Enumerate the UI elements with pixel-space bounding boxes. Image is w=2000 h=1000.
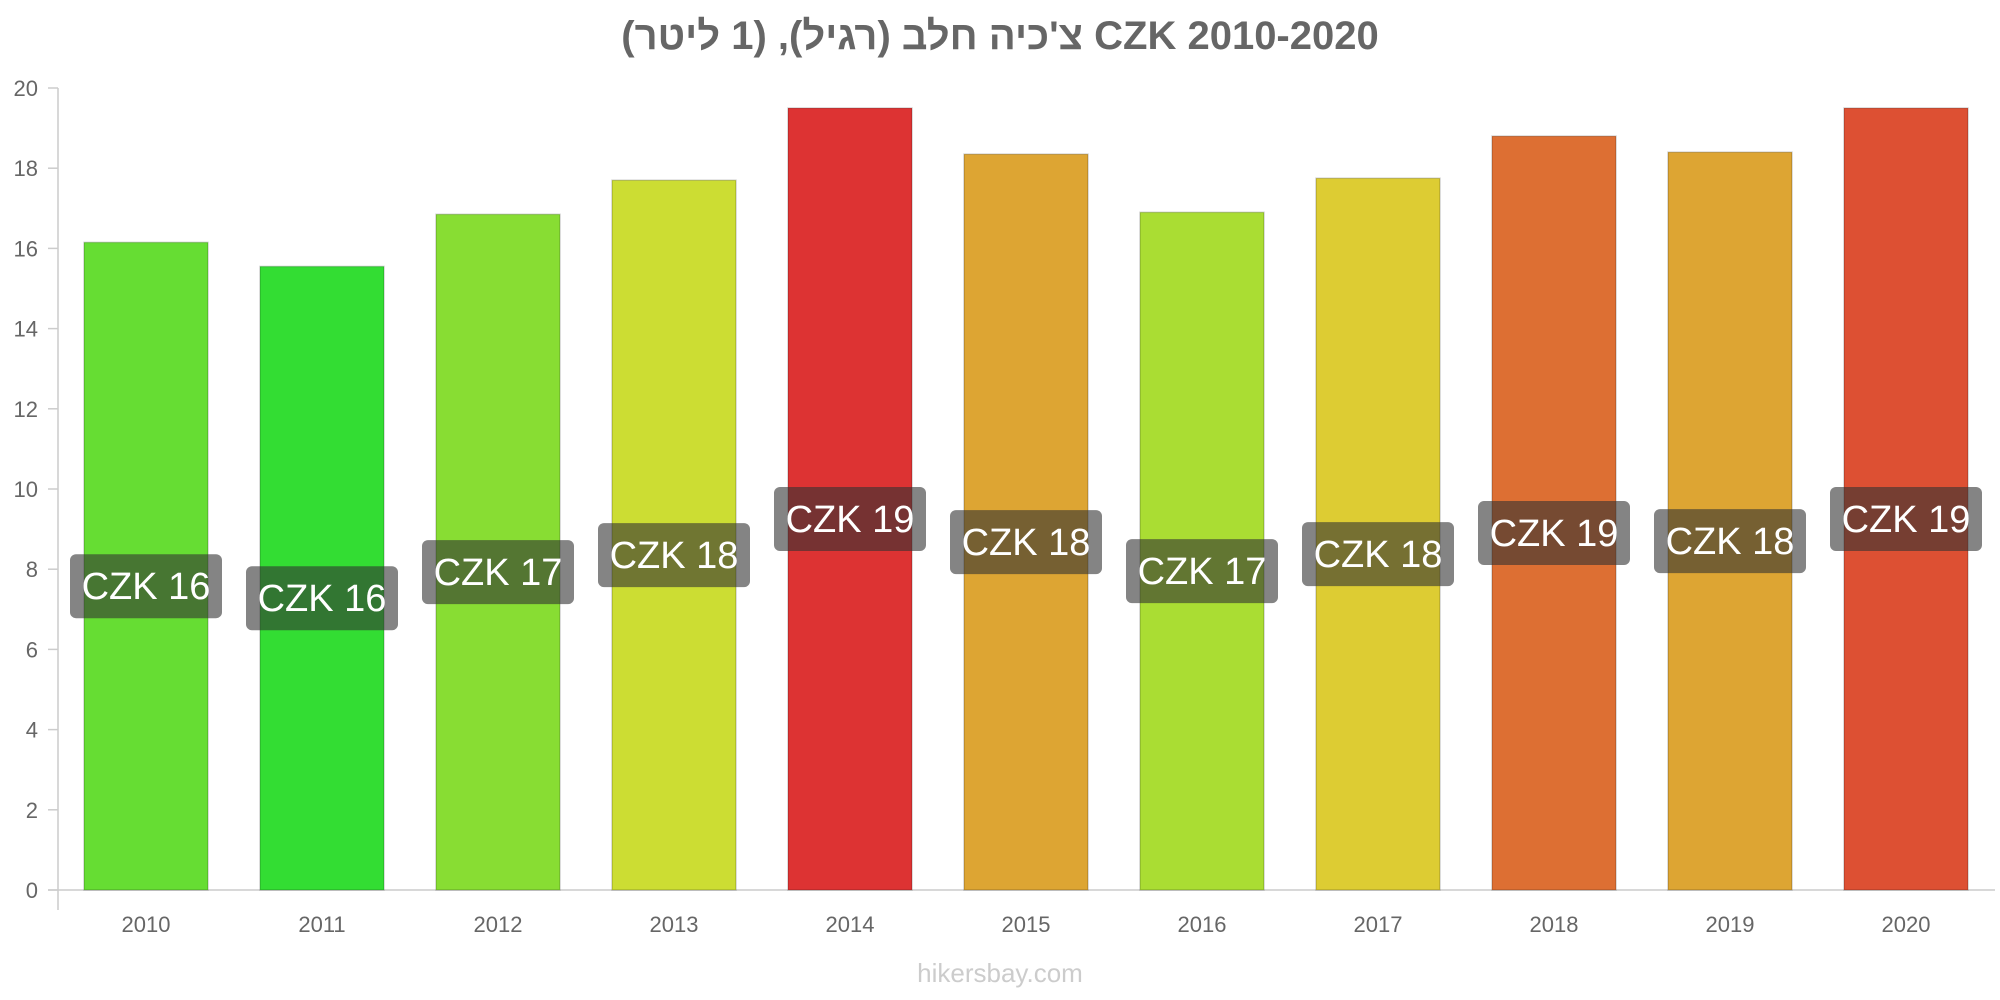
y-tick-label: 14: [14, 317, 38, 342]
x-tick-label: 2018: [1530, 912, 1579, 937]
y-tick-label: 18: [14, 156, 38, 181]
x-tick-label: 2010: [122, 912, 171, 937]
x-tick-label: 2014: [826, 912, 875, 937]
x-tick-label: 2020: [1882, 912, 1931, 937]
data-label-badge: [950, 510, 1102, 575]
data-label: CZK 19: [786, 499, 915, 541]
data-label: CZK 17: [434, 552, 563, 594]
y-tick-label: 2: [26, 798, 38, 823]
x-tick-label: 2013: [650, 912, 699, 937]
data-label: CZK 16: [82, 566, 211, 608]
data-label-badge: [598, 523, 750, 588]
y-tick-label: 20: [14, 76, 38, 101]
x-tick-label: 2011: [298, 912, 345, 937]
y-tick-label: 8: [26, 557, 38, 582]
data-label-badge: [70, 554, 222, 619]
data-label: CZK 19: [1842, 499, 1971, 541]
watermark: hikersbay.com: [917, 958, 1083, 988]
data-label-badge: [1126, 539, 1278, 604]
x-tick-label: 2012: [474, 912, 523, 937]
x-tick-label: 2019: [1706, 912, 1755, 937]
data-label: CZK 16: [258, 578, 387, 620]
data-label: CZK 18: [1314, 534, 1443, 576]
data-label-badge: [1830, 487, 1982, 552]
data-label-badge: [1302, 522, 1454, 587]
data-label-badge: [246, 566, 398, 631]
chart-title: צ'כיה חלב (רגיל), (1 ליטר) CZK 2010-2020: [621, 14, 1379, 58]
x-tick-label: 2015: [1002, 912, 1051, 937]
data-label-badge: [1654, 509, 1806, 574]
data-label: CZK 18: [962, 522, 1091, 564]
x-tick-label: 2017: [1354, 912, 1403, 937]
data-label: CZK 19: [1490, 513, 1619, 555]
y-tick-label: 16: [14, 236, 38, 261]
data-label-badge: [1478, 501, 1630, 566]
data-label: CZK 18: [610, 535, 739, 577]
data-label: CZK 18: [1666, 521, 1795, 563]
data-label-badge: [422, 540, 574, 605]
data-label: CZK 17: [1138, 551, 1267, 593]
y-tick-label: 12: [14, 397, 38, 422]
y-tick-label: 4: [26, 718, 38, 743]
y-tick-label: 10: [14, 477, 38, 502]
data-label-badge: [774, 487, 926, 552]
y-tick-label: 0: [26, 878, 38, 903]
y-tick-label: 6: [26, 637, 38, 662]
x-tick-label: 2016: [1178, 912, 1227, 937]
